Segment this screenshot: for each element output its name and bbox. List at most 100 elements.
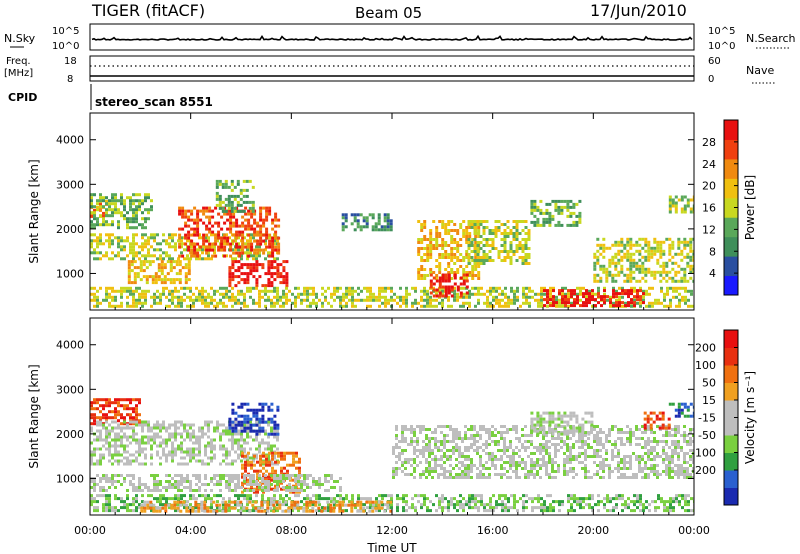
freq-tick-top: 18 [64, 56, 77, 67]
cpid-label: CPID [8, 91, 37, 104]
colorbar-segment [724, 417, 738, 436]
beam-label: Beam 05 [355, 4, 422, 22]
colorbar-segment [724, 470, 738, 488]
colorbar-tick-label: 100 [695, 359, 716, 372]
echo-region [90, 474, 342, 492]
rti-panel-power: 1000 2000 3000 4000 Slant Range [km] 4 8 12 16 20… [27, 112, 757, 311]
colorbar-segment [724, 197, 738, 218]
nsky-tick-bottom: 10^0 [52, 41, 79, 52]
colorbar-segment [724, 256, 738, 277]
echo-region [417, 220, 481, 280]
echo-region [90, 193, 153, 230]
nsky-panel: N.Sky 10^5 10^0 10^5 10^0 N.Search [4, 23, 796, 52]
colorbar-tick-label: -15 [698, 412, 716, 425]
echo-region [215, 179, 255, 213]
echo-region [643, 411, 671, 430]
colorbar-segment [724, 347, 738, 366]
y-tick-label: 2000 [56, 428, 84, 441]
y-tick-label: 4000 [56, 339, 84, 352]
colorbar-tick-label: 8 [709, 245, 716, 258]
x-tick-label: 20:00 [577, 524, 609, 537]
nsky-label: N.Sky [4, 32, 36, 45]
colorbar-tick-label: -50 [698, 429, 716, 442]
x-tick-label: 00:00 [678, 524, 710, 537]
colorbar-segment [724, 330, 738, 348]
x-tick-label: 08:00 [275, 524, 307, 537]
y-axis-label: Slant Range [km] [27, 159, 41, 263]
nsearch-label: N.Search [746, 32, 796, 45]
nave-tick-top: 60 [708, 56, 721, 67]
x-tick-label: 04:00 [175, 524, 207, 537]
echo-region [228, 402, 280, 436]
echo-region [593, 237, 694, 283]
date-label: 17/Jun/2010 [590, 1, 687, 20]
echo-region [429, 273, 469, 298]
echo-region [341, 213, 393, 232]
radar-title: TIGER (fitACF) [91, 1, 205, 20]
colorbar-segment [724, 139, 738, 160]
colorbar: 200 100 50 15 -15 -50 -100 -200 Velocity [m s⁻¹] [691, 329, 757, 506]
colorbar-tick-label: 12 [702, 223, 716, 236]
nsearch-tick-bottom: 10^0 [708, 41, 735, 52]
colorbar-segment [724, 217, 738, 238]
colorbar-tick-label: 24 [702, 158, 716, 171]
colorbar-segment [724, 236, 738, 257]
colorbar-segment [724, 178, 738, 199]
y-tick-label: 4000 [56, 134, 84, 147]
cpid-value: stereo_scan 8551 [95, 95, 213, 110]
colorbar-segment [724, 120, 738, 140]
cpid-panel: CPID stereo_scan 8551 [8, 84, 213, 110]
colorbar-label: Velocity [m s⁻¹] [743, 371, 757, 464]
nsky-trace [91, 34, 693, 41]
colorbar-segment [724, 435, 738, 453]
colorbar-segment [724, 275, 738, 296]
x-tick-label: 00:00 [74, 524, 106, 537]
colorbar-tick-label: 28 [702, 136, 716, 149]
echo-cells [90, 398, 694, 513]
echo-region [668, 195, 694, 214]
echo-region [530, 199, 582, 227]
x-tick-label: 12:00 [376, 524, 408, 537]
echo-region [140, 500, 393, 513]
echo-cells [90, 179, 694, 308]
echo-region [90, 286, 694, 308]
colorbar-tick-label: 15 [702, 394, 716, 407]
nsearch-tick-top: 10^5 [708, 26, 735, 37]
echo-region [530, 411, 594, 436]
y-tick-label: 1000 [56, 472, 84, 485]
colorbar-segment [724, 452, 738, 471]
colorbar-tick-label: -200 [691, 464, 716, 477]
colorbar-segment [724, 382, 738, 401]
y-tick-label: 3000 [56, 178, 84, 191]
freq-label-2: [MHz] [4, 68, 33, 79]
colorbar-segment [724, 365, 738, 383]
echo-region [668, 402, 694, 418]
echo-region [178, 206, 281, 258]
y-axis-label: Slant Range [km] [27, 364, 41, 468]
nave-tick-bottom: 0 [708, 74, 714, 85]
nsky-tick-top: 10^5 [52, 26, 79, 37]
rti-panel-velocity: 1000 2000 3000 4000 Slant Range [km] 00:00 04:… [27, 317, 757, 537]
colorbar-segment [724, 400, 738, 418]
y-tick-label: 3000 [56, 383, 84, 396]
echo-region [228, 260, 289, 288]
colorbar-label: Power [dB] [743, 175, 757, 240]
y-tick-label: 1000 [56, 267, 84, 280]
colorbar-tick-label: 16 [702, 202, 716, 215]
y-tick-label: 2000 [56, 223, 84, 236]
echo-region [543, 289, 645, 308]
freq-tick-bottom: 8 [67, 74, 73, 85]
colorbar-tick-label: -100 [691, 447, 716, 460]
colorbar-segment [724, 487, 738, 506]
colorbar-tick-label: 4 [709, 267, 716, 280]
freq-panel: Freq. [MHz] 18 8 60 0 Nave [4, 55, 776, 85]
colorbar-tick-label: 200 [695, 342, 716, 355]
colorbar-tick-label: 20 [702, 180, 716, 193]
x-tick-label: 16:00 [477, 524, 509, 537]
colorbar: 4 8 12 16 20 24 28 Power [dB] [702, 119, 757, 296]
x-axis-title: Time UT [366, 541, 417, 554]
colorbar-segment [724, 158, 738, 179]
echo-region [127, 260, 191, 285]
echo-region [467, 220, 531, 265]
